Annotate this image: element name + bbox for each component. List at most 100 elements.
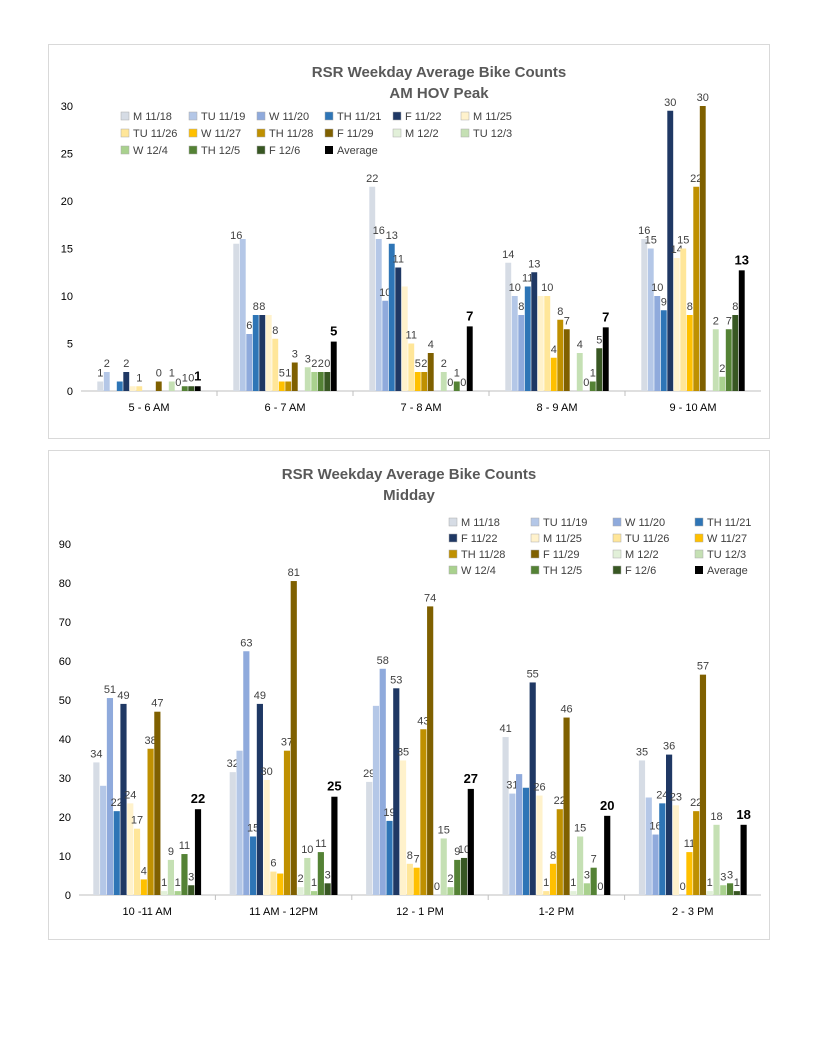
mid-data-label: 49: [117, 690, 129, 702]
mid-legend-swatch: [530, 517, 540, 527]
am-bar-th-11-28: [421, 372, 428, 391]
mid-data-label: 9: [168, 846, 174, 858]
am-bar-w-12-4: [311, 372, 318, 391]
am-legend-swatch: [324, 128, 334, 138]
am-data-label: 13: [386, 230, 398, 242]
mid-legend-swatch: [530, 549, 540, 559]
mid-bar-th-11-28: [693, 811, 700, 895]
am-bar-average: [466, 326, 473, 391]
am-legend-swatch: [120, 111, 130, 121]
mid-bar-th-11-28: [283, 750, 291, 895]
am-legend-item-w-11-27: W 11/27: [188, 128, 241, 140]
am-data-label: 10: [509, 282, 521, 294]
am-bar-tu-11-19: [511, 296, 518, 391]
am-bar-average: [330, 341, 337, 391]
mid-data-label: 1: [543, 877, 549, 889]
am-data-label: 11: [393, 254, 404, 266]
am-x-tick-label: 6 - 7 AM: [265, 402, 306, 414]
am-data-label: 14: [671, 244, 683, 256]
am-legend-swatch: [460, 128, 470, 138]
mid-bar-average: [331, 796, 338, 895]
am-bar-m-11-18: [97, 381, 104, 391]
mid-legend-swatch: [530, 565, 540, 575]
mid-bar-f-11-22: [393, 688, 400, 895]
am-bar-th-12-5: [317, 372, 324, 391]
mid-bar-tu-11-19: [100, 785, 107, 895]
mid-bar-average: [740, 824, 747, 895]
mid-data-label: 1: [161, 877, 167, 889]
am-data-label: 8: [732, 301, 738, 313]
am-legend-swatch: [256, 145, 266, 155]
mid-bar-th-12-5: [454, 859, 461, 895]
am-bar-m-11-18: [369, 186, 376, 391]
mid-legend-label: W 11/20: [625, 517, 665, 529]
mid-legend-item-w-11-20: W 11/20: [612, 517, 665, 529]
am-legend-label: F 11/22: [405, 111, 442, 123]
mid-legend-swatch: [448, 549, 458, 559]
mid-bar-tu-12-3: [304, 857, 311, 895]
mid-bar-m-11-18: [638, 760, 646, 895]
am-data-label: 7: [564, 315, 570, 327]
mid-legend-label: TH 11/21: [707, 517, 751, 529]
mid-data-label: 3: [325, 869, 331, 881]
am-bar-tu-11-19: [375, 239, 382, 391]
am-y-tick-label: 30: [61, 101, 73, 113]
mid-bar-tu-11-19: [509, 793, 516, 895]
am-bar-f-11-29: [699, 106, 706, 391]
am-data-label: 2: [318, 358, 324, 370]
mid-data-label: 32: [227, 758, 239, 770]
mid-x-tick-label: 2 - 3 PM: [672, 906, 714, 918]
mid-bar-f-11-22: [256, 703, 263, 895]
mid-bar-tu-11-26: [133, 828, 141, 895]
mid-bar-w-12-4: [720, 885, 727, 895]
mid-bar-m-12-2: [570, 891, 577, 895]
am-data-label: 5: [330, 324, 337, 339]
mid-bar-tu-11-19: [372, 705, 380, 895]
am-x-tick-label: 8 - 9 AM: [537, 402, 578, 414]
am-legend-item-m-11-25: M 11/25: [460, 111, 512, 123]
mid-x-tick-label: 12 - 1 PM: [396, 906, 444, 918]
mid-chart-title: RSR Weekday Average Bike Counts: [282, 466, 537, 483]
am-bar-f-12-6: [188, 386, 195, 391]
am-x-tick-label: 9 - 10 AM: [669, 402, 716, 414]
mid-bar-tu-11-19: [645, 797, 652, 895]
mid-y-tick-label: 80: [59, 578, 71, 590]
am-data-label: 0: [156, 368, 162, 380]
am-data-label: 30: [664, 97, 676, 109]
mid-data-label: 0: [597, 881, 603, 893]
mid-data-label: 1: [175, 877, 181, 889]
mid-data-label: 29: [363, 768, 375, 780]
mid-legend-swatch: [448, 565, 458, 575]
mid-bar-average: [194, 809, 202, 895]
am-bar-tu-11-26: [680, 248, 687, 391]
am-legend-swatch: [392, 111, 402, 121]
mid-bar-w-11-20: [106, 698, 114, 895]
mid-legend-item-f-12-6: F 12/6: [612, 565, 656, 577]
am-bar-w-11-20: [246, 334, 253, 391]
am-bar-w-11-27: [550, 357, 557, 391]
mid-bar-w-12-4: [447, 887, 454, 895]
am-legend-label: M 12/2: [405, 128, 439, 140]
am-bar-w-11-27: [414, 372, 421, 391]
mid-legend-item-th-11-28: TH 11/28: [448, 549, 505, 561]
mid-data-label: 9: [454, 846, 460, 858]
mid-x-tick-label: 10 -11 AM: [123, 906, 172, 918]
am-data-label: 15: [645, 235, 657, 247]
am-data-label: 13: [528, 258, 540, 270]
mid-data-label: 23: [670, 791, 682, 803]
am-bar-m-11-25: [265, 315, 272, 391]
am-bar-tu-11-19: [647, 248, 654, 391]
mid-data-label: 41: [499, 723, 511, 735]
mid-bar-m-11-25: [536, 795, 543, 895]
am-data-label: 2: [421, 358, 427, 370]
mid-data-label: 46: [560, 704, 572, 716]
am-bar-tu-12-3: [168, 381, 175, 391]
am-x-tick-label: 7 - 8 AM: [401, 402, 442, 414]
am-legend-label: W 11/27: [201, 128, 241, 140]
am-data-label: 5: [596, 334, 602, 346]
am-bar-m-11-25: [129, 386, 136, 391]
mid-data-label: 22: [554, 795, 566, 807]
mid-legend-item-average: Average: [695, 565, 748, 577]
mid-data-label: 11: [315, 838, 326, 850]
mid-bar-f-11-29: [290, 581, 297, 895]
